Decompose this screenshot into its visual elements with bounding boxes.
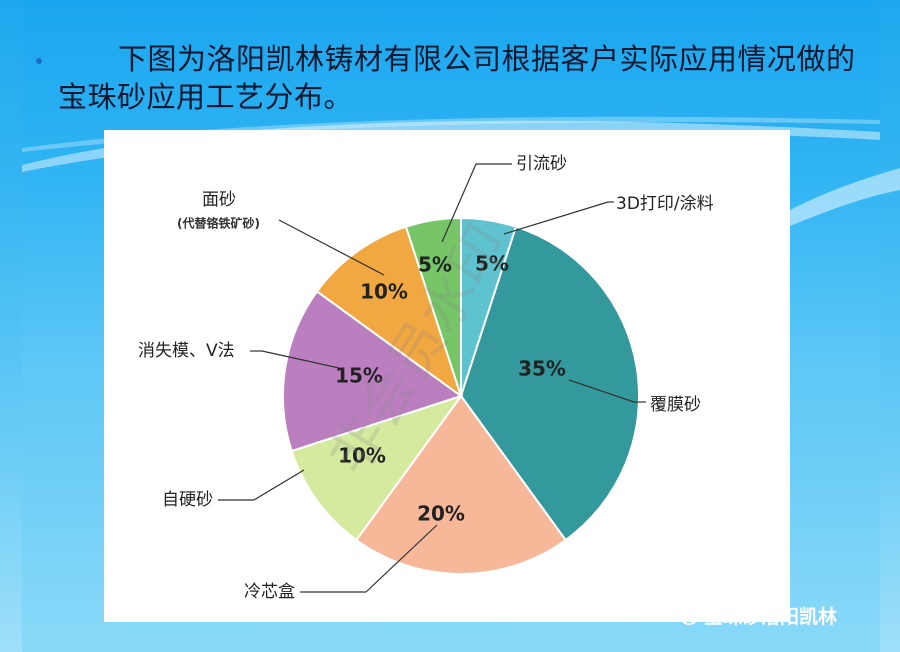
- bullet-dot: [36, 58, 42, 64]
- footer-account-name: 宝珠砂洛阳凯林: [704, 605, 838, 628]
- pie-slice-4: [290, 394, 464, 542]
- leader-line: [568, 379, 635, 403]
- slice-category-label: 冷芯盒: [244, 582, 295, 602]
- leader-line: [261, 350, 340, 369]
- slice-percent-label: 20%: [417, 502, 465, 526]
- leader-line: [365, 524, 438, 593]
- slice-percent-label: 35%: [518, 357, 566, 381]
- leader-line: [253, 469, 305, 501]
- pie-slice-7: [404, 216, 462, 397]
- slice-category-label: 消失模、V法: [138, 341, 235, 361]
- slice-category-label: 3D打印/涂料: [616, 194, 714, 214]
- pie-slices: [282, 216, 640, 575]
- pie-slice-3: [354, 394, 568, 575]
- pie-chart-card: 5% 3D打印/涂料 35% 覆膜砂 20% 冷芯盒 10% 自硬砂 15% 消失模、V法 10% 面…: [104, 130, 790, 622]
- pie-slice-2: [459, 225, 640, 542]
- wechat-icon: [672, 604, 698, 625]
- leader-line: [503, 201, 609, 235]
- slice-percent-label: 10%: [338, 444, 386, 468]
- pie-slice-6: [315, 225, 463, 399]
- slice-category-label: 覆膜砂: [650, 395, 701, 415]
- intro-text: 下图为洛阳凯林铸材有限公司根据客户实际应用情况做的宝珠砂应用工艺分布。: [58, 42, 856, 114]
- slice-percent-label: 15%: [335, 364, 383, 388]
- slice-category-label: 面砂: [202, 190, 236, 210]
- slice-percent-label: 5%: [475, 252, 509, 276]
- slice-percent-label: 10%: [360, 280, 408, 304]
- pie-slice-5: [282, 289, 464, 453]
- slice-percent-label: 5%: [418, 253, 452, 277]
- leader-line: [278, 219, 385, 276]
- footer-account: 宝珠砂洛阳凯林: [672, 600, 837, 630]
- leader-line: [441, 163, 477, 243]
- pie-chart: 5% 3D打印/涂料 35% 覆膜砂 20% 冷芯盒 10% 自硬砂 15% 消失模、V法 10% 面…: [138, 154, 714, 602]
- pie-labels: 5% 3D打印/涂料 35% 覆膜砂 20% 冷芯盒 10% 自硬砂 15% 消失模、V法 10% 面…: [138, 154, 714, 602]
- slice-category-label: 引流砂: [516, 154, 567, 174]
- slice-category-label: 自硬砂: [162, 490, 213, 510]
- slice-category-sublabel: (代替铬铁矿砂): [177, 216, 260, 231]
